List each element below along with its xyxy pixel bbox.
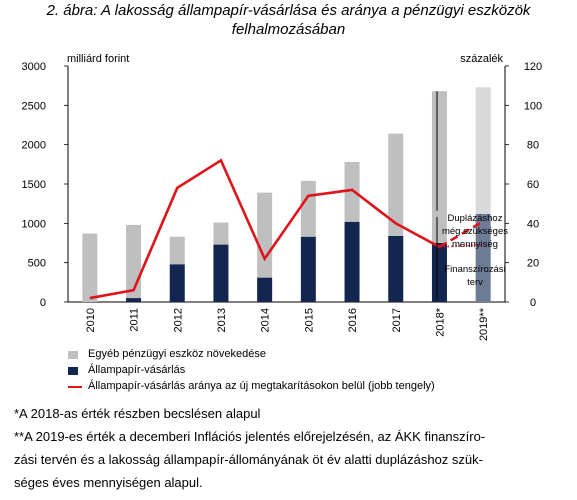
annotation-financing-plan: terv	[467, 277, 483, 288]
bar-segment-other	[169, 236, 185, 265]
x-tick-label: 2013	[216, 308, 228, 332]
left-tick-label: 0	[40, 297, 46, 309]
bar-segment-bonds	[300, 236, 316, 302]
bar-segment-other	[82, 233, 98, 302]
bar-segment-2019-doubling-need	[475, 87, 491, 214]
x-tick-label: 2019**	[478, 307, 490, 341]
left-tick-label: 2000	[22, 140, 46, 152]
right-tick-label: 20	[527, 258, 539, 270]
left-tick-label: 500	[28, 258, 46, 270]
right-tick-label: 60	[527, 179, 539, 191]
x-tick-label: 2012	[172, 308, 184, 332]
footnotes: *A 2018-as érték részben becslésen alapu…	[14, 402, 562, 494]
footnote-line: *A 2018-as érték részben becslésen alapu…	[14, 406, 261, 421]
legend-label-other: Egyéb pénzügyi eszköz növekedése	[88, 348, 266, 360]
annotation-doubling-need: mennyiség	[452, 239, 498, 250]
ratio-line-projection-dashed	[438, 220, 484, 249]
bar-segment-other	[257, 192, 273, 278]
ratio-line	[89, 158, 441, 300]
right-tick-label: 0	[530, 297, 536, 309]
chart-svg: milliárd forint százalék05001000150020002…	[22, 53, 543, 341]
bar-segment-other	[388, 133, 404, 236]
legend-swatch-bonds	[68, 367, 78, 375]
right-axis-label: százalék	[460, 53, 503, 65]
bar-segment-bonds	[431, 243, 447, 302]
legend-label-bonds: Állampapír-vásárlás	[88, 364, 186, 376]
left-axis-label: milliárd forint	[67, 53, 129, 65]
bar-segment-bonds	[388, 235, 404, 302]
right-tick-label: 80	[527, 140, 539, 152]
footnote-line: zási tervén és a lakosság állampapír-áll…	[14, 452, 483, 467]
left-tick-label: 1500	[22, 179, 46, 191]
bar-segment-bonds	[126, 298, 142, 302]
annotation-doubling-need: Duplázáshoz	[448, 213, 503, 224]
left-tick-label: 1000	[22, 218, 46, 230]
left-tick-label: 3000	[22, 61, 46, 73]
bar-segment-bonds	[344, 221, 360, 302]
footnote-line: **A 2019-es érték a decemberi Inflációs …	[14, 429, 486, 444]
right-tick-label: 40	[527, 218, 539, 230]
annotation-financing-plan: Finanszírozási	[444, 264, 505, 275]
x-tick-label: 2018*	[434, 307, 446, 336]
ratio-line-projection-dotted	[439, 244, 484, 248]
x-tick-label: 2016	[347, 308, 359, 332]
bar-segment-bonds	[257, 277, 273, 302]
bar-segment-other	[213, 222, 229, 245]
bar-segment-bonds	[213, 244, 229, 302]
x-tick-label: 2010	[85, 308, 97, 332]
legend-label-ratio: Állampapír-vásárlás aránya az új megtaka…	[88, 380, 435, 392]
annotation-doubling-need: még szükséges	[442, 226, 508, 237]
bar-segment-other	[431, 91, 447, 243]
x-tick-label: 2017	[391, 308, 403, 332]
x-tick-label: 2011	[129, 308, 141, 332]
right-tick-label: 100	[524, 100, 542, 112]
bar-segment-bonds	[169, 264, 185, 302]
legend-swatch-other	[68, 351, 78, 359]
chart-title-line2: felhalmozásában	[231, 21, 346, 38]
x-tick-label: 2015	[303, 308, 315, 332]
bar-segment-other	[344, 161, 360, 222]
right-tick-label: 120	[524, 61, 542, 73]
chart-title-line1: 2. ábra: A lakosság állampapír-vásárlása…	[46, 2, 531, 19]
legend-line-ratio	[68, 386, 82, 388]
bar-segment-other	[300, 180, 316, 237]
left-tick-label: 2500	[22, 100, 46, 112]
x-tick-label: 2014	[260, 308, 272, 332]
bar-segment-2019-financing-plan	[475, 213, 491, 302]
footnote-line: séges éves mennyiségen alapul.	[14, 475, 203, 490]
